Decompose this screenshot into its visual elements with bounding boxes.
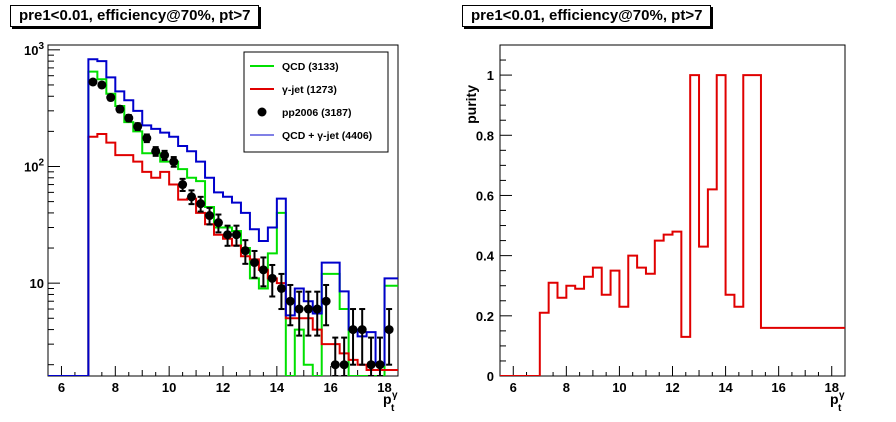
- left-legend-label: QCD + γ-jet (4406): [282, 130, 372, 142]
- left-x-tick-label: 8: [112, 380, 119, 395]
- right-y-tick-label: 0.6: [476, 188, 494, 203]
- left-data-point: [366, 360, 376, 370]
- left-x-axis-label-sup: γ: [392, 390, 398, 401]
- left-data-point: [187, 192, 196, 202]
- left-data-point: [384, 325, 394, 335]
- right-series-line-0: [500, 74, 845, 376]
- left-legend: QCD (3133) γ-jet (1273) pp2006 (3187) QCD +…: [243, 51, 389, 153]
- right-y-axis-label: purity: [463, 85, 479, 124]
- left-legend-label: pp2006 (3187): [282, 107, 351, 119]
- left-data-point: [303, 304, 313, 314]
- left-data-point: [330, 360, 340, 370]
- left-data-point: [115, 104, 125, 114]
- left-data-point: [294, 304, 304, 314]
- left-x-tick-label: 18: [377, 380, 391, 395]
- left-legend-label: γ-jet (1273): [282, 84, 337, 96]
- left-x-tick-label: 16: [323, 380, 337, 395]
- left-data-point: [97, 80, 107, 90]
- left-y-tick-label: 103: [24, 41, 44, 58]
- left-legend-label: QCD (3133): [282, 61, 339, 73]
- left-x-axis-label: p: [383, 391, 392, 407]
- left-y-tick-exponent: 2: [38, 157, 44, 168]
- left-data-point: [151, 146, 161, 156]
- left-data-point: [250, 258, 259, 268]
- left-data-point: [285, 296, 295, 306]
- right-x-tick-label: 10: [612, 380, 626, 395]
- left-data-point: [213, 218, 223, 228]
- left-data-point: [223, 230, 233, 240]
- left-series-line-2: [48, 58, 398, 376]
- right-x-axis-label-sub: t: [838, 403, 842, 414]
- right-x-tick-label: 12: [665, 380, 679, 395]
- left-data-point: [312, 304, 322, 314]
- left-x-tick-label: 12: [216, 380, 230, 395]
- left-data-point: [169, 157, 179, 167]
- right-y-tick-label: 0.2: [476, 309, 494, 324]
- right-frame: [499, 44, 846, 377]
- right-x-tick-label: 14: [718, 380, 733, 395]
- left-data-point: [231, 230, 241, 240]
- left-x-tick-label: 6: [58, 380, 65, 395]
- left-data-point: [88, 77, 98, 87]
- left-data-point: [124, 113, 134, 123]
- left-plot: 6 8 10 12 14 16 18 10 102 103 p γt QCD (3133) γ-jet (…: [24, 41, 399, 414]
- right-y-tick-label: 0: [487, 369, 494, 384]
- left-x-tick-label: 14: [270, 380, 285, 395]
- right-y-tick-label: 0.8: [476, 128, 494, 143]
- left-data-point: [142, 133, 152, 143]
- right-y-tick-label: 0.4: [476, 249, 495, 264]
- right-x-axis-label: p: [830, 391, 839, 407]
- left-x-tick-label: 10: [162, 380, 176, 395]
- left-data-point: [178, 180, 188, 190]
- left-data-point: [133, 122, 143, 132]
- left-data-point: [160, 150, 170, 160]
- right-y-tick-label: 1: [487, 68, 494, 83]
- left-data-point: [375, 360, 385, 370]
- left-y-tick-label: 10: [30, 276, 44, 291]
- left-series-line-1: [48, 132, 398, 376]
- left-data-point: [240, 246, 250, 256]
- left-data-point: [348, 325, 358, 335]
- right-series-group: [500, 74, 845, 376]
- left-data-point: [106, 93, 116, 103]
- left-data-point: [196, 199, 206, 209]
- left-legend-marker: [257, 107, 267, 117]
- right-x-tick-label: 16: [771, 380, 785, 395]
- left-series-group: [48, 58, 398, 376]
- right-x-tick-label: 6: [510, 380, 517, 395]
- left-data-point: [357, 325, 367, 335]
- right-plot: 6 8 10 12 14 16 18 0 0.2 0.4 0.6 0.8 1 p γt purity: [463, 44, 846, 414]
- left-data-point: [321, 296, 331, 306]
- left-data-point: [205, 211, 215, 221]
- right-x-tick-label: 18: [824, 380, 838, 395]
- right-chart-title: pre1<0.01, efficiency@70%, pt>7: [462, 5, 712, 27]
- left-x-axis-label-sub: t: [391, 403, 395, 414]
- left-data-point: [258, 265, 268, 275]
- left-data-point: [267, 273, 277, 283]
- left-data-point: [339, 360, 349, 370]
- right-x-tick-label: 8: [563, 380, 570, 395]
- left-y-tick-exponent: 3: [38, 41, 44, 52]
- right-x-axis-label-sup: γ: [839, 390, 845, 401]
- left-chart-title: pre1<0.01, efficiency@70%, pt>7: [10, 5, 260, 27]
- left-data-point: [276, 283, 286, 293]
- left-y-tick-label: 102: [24, 157, 44, 174]
